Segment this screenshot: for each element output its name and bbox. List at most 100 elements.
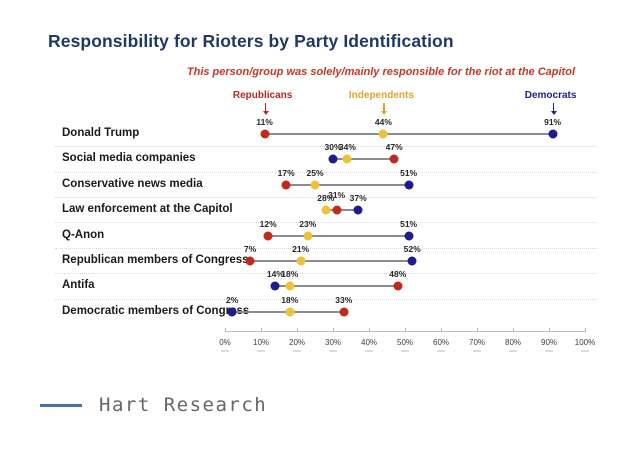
chart-subtitle: This person/group was solely/mainly resp…	[186, 66, 575, 78]
legend-label-democrats: Democrats	[524, 90, 577, 101]
category-label: Social media companies	[62, 152, 196, 165]
x-axis-subtick	[221, 350, 229, 352]
x-axis-tick-label: 20%	[288, 338, 306, 347]
x-axis-tick	[513, 328, 514, 332]
value-label: 52%	[403, 244, 421, 254]
legend-arrowhead-icon	[381, 111, 388, 115]
x-axis-tick-label: 80%	[504, 338, 522, 347]
row-separator	[55, 273, 597, 275]
category-label: Conservative news media	[62, 177, 203, 190]
value-label: 34%	[338, 142, 356, 153]
value-label: 23%	[299, 218, 317, 229]
data-point-independents	[342, 154, 352, 164]
legend-arrowhead-icon	[550, 111, 557, 115]
data-point-independents	[310, 180, 320, 190]
data-point-independents	[285, 307, 295, 317]
dumbbell-connector	[268, 234, 409, 237]
legend-label-independents: Independents	[348, 90, 414, 101]
x-axis-tick	[477, 328, 478, 332]
row-separator	[55, 298, 597, 300]
x-axis-tick	[549, 328, 550, 332]
row-separator	[55, 247, 597, 249]
value-label: 25%	[306, 167, 324, 178]
x-axis-tick-label: 0%	[219, 338, 231, 347]
category-label: Q-Anon	[62, 228, 105, 241]
brand-name: Hart Research	[99, 394, 268, 416]
data-point-democrats	[353, 205, 363, 215]
data-point-democrats	[404, 231, 414, 241]
value-label: 17%	[277, 167, 295, 178]
data-point-independents	[321, 205, 331, 215]
legend-arrow-icon	[383, 103, 385, 111]
x-axis-tick-label: 70%	[468, 338, 486, 347]
value-label: 31%	[328, 190, 346, 201]
x-axis-tick-label: 60%	[432, 338, 450, 347]
dumbbell-connector	[275, 285, 398, 288]
x-axis-tick	[369, 328, 370, 332]
data-point-democrats	[548, 129, 558, 139]
value-label: 47%	[385, 142, 403, 153]
x-axis-tick-label: 90%	[540, 338, 558, 347]
value-label: 48%	[389, 269, 407, 280]
x-axis-subtick	[329, 350, 337, 352]
x-axis-tick	[225, 328, 226, 332]
value-label: 18%	[281, 269, 299, 280]
dumbbell-connector	[325, 209, 359, 212]
value-label: 30%	[324, 142, 342, 153]
data-point-republicans	[281, 180, 291, 190]
value-label: 51%	[400, 218, 418, 229]
row-separator	[55, 197, 597, 198]
data-point-democrats	[270, 281, 280, 291]
value-label: 11%	[256, 117, 273, 127]
value-label: 33%	[335, 294, 353, 305]
x-axis-subtick	[509, 350, 517, 352]
data-point-democrats	[407, 256, 417, 266]
data-point-republicans	[393, 281, 403, 291]
x-axis-tick-label: 30%	[324, 338, 342, 347]
value-label: 7%	[244, 244, 257, 254]
brand-accent-line	[40, 404, 82, 407]
row-separator	[55, 222, 597, 224]
legend-label-republicans: Republicans	[232, 90, 293, 101]
x-axis-subtick	[581, 350, 589, 352]
value-label: 12%	[259, 218, 277, 229]
data-point-republicans	[339, 307, 349, 317]
data-point-democrats	[404, 180, 414, 190]
category-label: Law enforcement at the Capitol	[62, 203, 233, 216]
row-separator	[55, 171, 597, 173]
x-axis-subtick	[437, 350, 445, 352]
legend-arrowhead-icon	[262, 111, 269, 115]
data-point-independents	[296, 256, 306, 266]
x-axis-subtick	[401, 350, 409, 352]
x-axis-tick-label: 40%	[360, 338, 378, 347]
value-label: 18%	[281, 294, 299, 305]
value-label: 37%	[349, 193, 367, 204]
data-point-republicans	[332, 205, 342, 215]
data-point-republicans	[245, 256, 255, 266]
x-axis-subtick	[257, 350, 265, 352]
value-label: 28%	[317, 193, 335, 204]
x-axis-tick	[405, 328, 406, 332]
x-axis-subtick	[473, 350, 481, 352]
chart-title: Responsibility for Rioters by Party Iden…	[48, 31, 454, 51]
x-axis-subtick	[365, 350, 373, 352]
x-axis-subtick	[293, 350, 301, 352]
dumbbell-connector	[250, 260, 413, 262]
row-separator	[55, 146, 597, 148]
x-axis-tick-label: 50%	[396, 338, 414, 347]
x-axis-tick	[297, 328, 298, 332]
dumbbell-connector	[264, 133, 553, 135]
data-point-democrats	[227, 307, 237, 317]
category-label: Antifa	[62, 279, 95, 292]
dumbbell-connector	[333, 158, 395, 161]
x-axis-tick-label: 100%	[574, 338, 596, 347]
x-axis-tick-label: 10%	[252, 338, 270, 347]
data-point-democrats	[328, 154, 338, 164]
x-axis-tick	[441, 328, 442, 332]
data-point-independents	[378, 129, 388, 139]
legend-arrow-icon	[264, 103, 267, 111]
value-label: 44%	[374, 117, 392, 127]
value-label: 2%	[226, 294, 239, 305]
x-axis-tick	[333, 328, 334, 332]
